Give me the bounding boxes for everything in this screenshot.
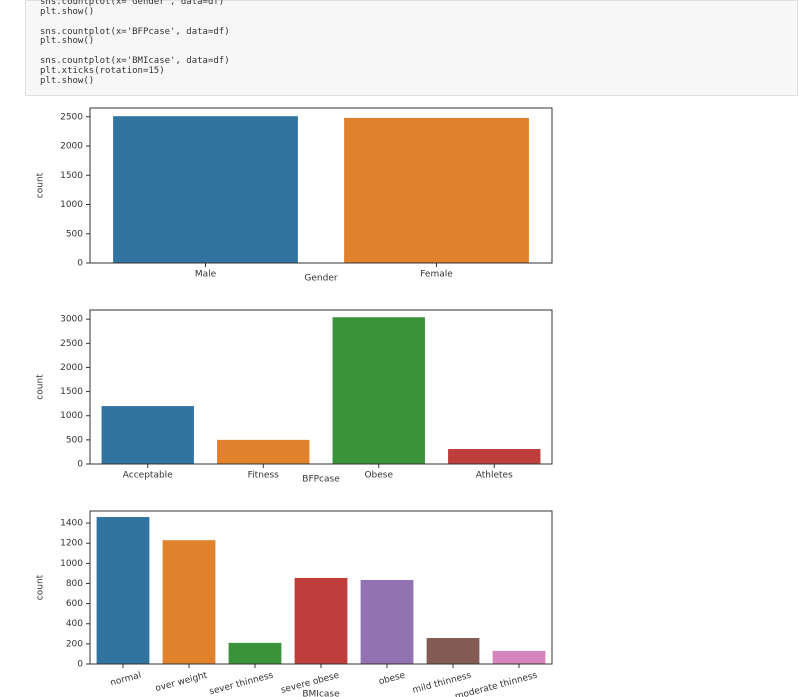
y-tick-label: 1000 bbox=[60, 559, 83, 569]
y-axis-label: count bbox=[36, 574, 46, 600]
x-axis-label: Gender bbox=[304, 274, 337, 284]
x-axis-label: BFPcase bbox=[302, 475, 340, 485]
y-tick-label: 2500 bbox=[60, 339, 83, 349]
x-tick-label: Acceptable bbox=[123, 471, 173, 481]
code: sns.countplot(x='Gender', data=df) plt.sh… bbox=[40, 0, 230, 87]
bar bbox=[332, 317, 425, 464]
bar bbox=[448, 449, 541, 464]
bar bbox=[426, 638, 480, 664]
code-line: sns.countplot(x='Gender', data=df) bbox=[40, 0, 225, 7]
code-line: plt.show() bbox=[40, 6, 95, 17]
x-axis-label: BMIcase bbox=[302, 690, 340, 697]
y-tick-label: 3000 bbox=[60, 315, 83, 325]
bar bbox=[217, 439, 310, 464]
y-tick-label: 500 bbox=[66, 229, 83, 239]
x-tick-label: normal bbox=[109, 671, 142, 689]
code-line: sns.countplot(x='BFPcase', data=df) bbox=[40, 26, 230, 37]
x-tick-label: sever thinness bbox=[208, 671, 274, 697]
y-tick-label: 1400 bbox=[60, 519, 83, 529]
code-line: plt.show() bbox=[40, 75, 95, 86]
x-tick-label: Obese bbox=[364, 471, 393, 481]
bar bbox=[228, 642, 282, 664]
code-line: plt.xticks(rotation=15) bbox=[40, 65, 165, 76]
x-tick-label: Fitness bbox=[248, 471, 279, 481]
y-tick-label: 0 bbox=[77, 660, 83, 670]
x-tick-label: over weight bbox=[154, 671, 209, 695]
y-tick-label: 2500 bbox=[60, 112, 83, 122]
code-line: sns.countplot(x='BMIcase', data=df) bbox=[40, 56, 230, 67]
x-tick-label: Athletes bbox=[476, 471, 513, 481]
plot-frame bbox=[89, 309, 553, 465]
y-tick-label: 1200 bbox=[60, 539, 83, 549]
x-tick-label: Female bbox=[420, 270, 453, 280]
y-tick-label: 1500 bbox=[60, 387, 83, 397]
code-cell[interactable]: sns.countplot(x='Gender', data=df) plt.sh… bbox=[25, 0, 798, 96]
y-tick-label: 200 bbox=[66, 639, 83, 649]
plot-frame bbox=[89, 107, 553, 264]
y-tick-label: 0 bbox=[77, 259, 83, 269]
bar bbox=[113, 116, 298, 263]
bar bbox=[96, 517, 150, 664]
y-tick-label: 400 bbox=[66, 619, 83, 629]
y-tick-label: 500 bbox=[66, 435, 83, 445]
y-tick-label: 800 bbox=[66, 579, 83, 589]
y-tick-label: 1000 bbox=[60, 200, 83, 210]
y-tick-label: 2000 bbox=[60, 363, 83, 373]
bar bbox=[344, 117, 529, 264]
x-tick-label: Male bbox=[195, 270, 217, 280]
y-tick-label: 600 bbox=[66, 599, 83, 609]
y-tick-label: 1000 bbox=[60, 411, 83, 421]
y-axis-label: count bbox=[36, 374, 46, 400]
x-tick-label: obese bbox=[378, 671, 407, 688]
bar bbox=[162, 540, 216, 664]
bar bbox=[101, 406, 194, 464]
bar bbox=[492, 650, 546, 664]
plot-frame bbox=[89, 510, 553, 665]
y-axis-label: count bbox=[36, 172, 46, 198]
y-tick-label: 2000 bbox=[60, 142, 83, 152]
code-line: plt.show() bbox=[40, 36, 95, 47]
y-tick-label: 1500 bbox=[60, 171, 83, 181]
bar bbox=[294, 577, 348, 664]
bar bbox=[360, 579, 414, 664]
y-tick-label: 0 bbox=[77, 460, 83, 470]
